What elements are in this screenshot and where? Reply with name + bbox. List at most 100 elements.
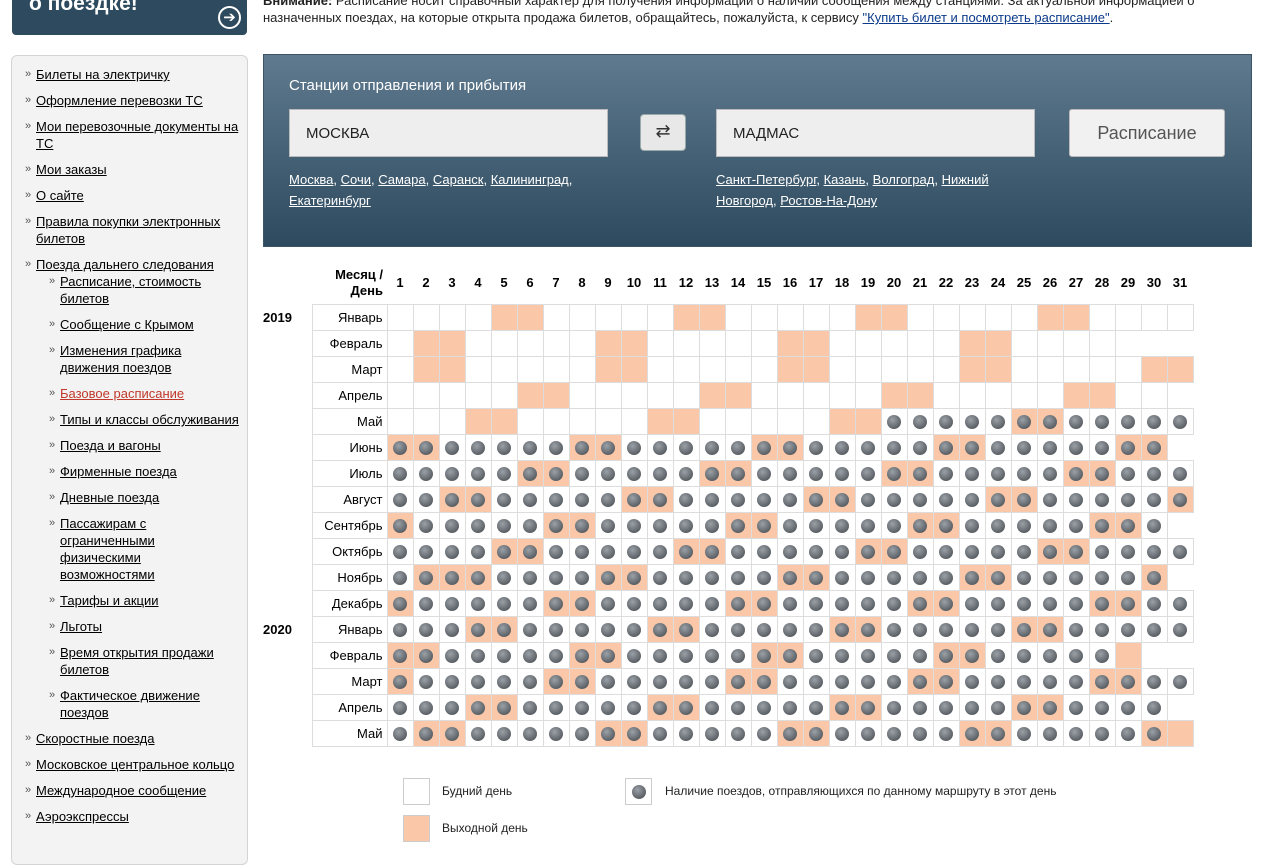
train-dot-icon [757, 518, 771, 533]
train-dot-icon [705, 570, 719, 585]
sidebar-link[interactable]: Международное сообщение [36, 783, 207, 798]
weekday-day-cell [438, 667, 466, 695]
weekday-day-cell [698, 329, 726, 357]
day-number-header: 19 [860, 275, 876, 291]
train-dot-icon [1017, 700, 1031, 715]
train-dot-icon [627, 570, 641, 585]
sidebar-link[interactable]: Пассажирам с ограниченными физическими в… [60, 516, 155, 582]
weekend-day-cell [594, 563, 622, 591]
sidebar-link[interactable]: Тарифы и акции [60, 593, 159, 608]
train-dot-icon [679, 726, 693, 741]
weekend-day-cell [698, 303, 726, 331]
sidebar-link[interactable]: Билеты на электричку [36, 67, 170, 82]
weekend-day-cell [984, 563, 1012, 591]
weekday-day-cell [984, 589, 1012, 617]
weekday-day-cell [1140, 537, 1168, 565]
train-dot-icon [393, 622, 407, 637]
sidebar-link[interactable]: Мои перевозочные документы на ТС [36, 119, 239, 151]
sidebar-link[interactable]: Мои заказы [36, 162, 107, 177]
quick-station-link[interactable]: Санкт-Петербург [716, 172, 817, 187]
weekday-day-cell [490, 563, 518, 591]
weekday-day-cell [594, 303, 622, 331]
weekend-day-cell [906, 459, 934, 487]
weekend-day-cell [386, 667, 414, 695]
sidebar-link[interactable]: Поезда и вагоны [60, 438, 161, 453]
schedule-button[interactable]: Расписание [1069, 109, 1225, 157]
sidebar-link[interactable]: Базовое расписание [60, 386, 185, 401]
weekday-day-cell [776, 667, 804, 695]
quick-station-link[interactable]: Москва [289, 172, 334, 187]
sidebar-link[interactable]: Фирменные поезда [60, 464, 177, 479]
weekday-day-cell [568, 615, 596, 643]
weekday-day-cell [906, 329, 934, 357]
weekday-day-cell [542, 303, 570, 331]
weekend-day-cell [958, 719, 986, 747]
sidebar-link[interactable]: Дневные поезда [60, 490, 160, 505]
train-dot-icon [705, 700, 719, 715]
train-dot-icon [1017, 440, 1031, 455]
train-dot-icon [1121, 622, 1135, 637]
buy-ticket-link[interactable]: "Купить билет и посмотреть расписание" [862, 10, 1110, 25]
train-dot-icon [731, 544, 745, 559]
sidebar-link[interactable]: Типы и классы обслуживания [60, 412, 239, 427]
train-dot-icon [1095, 570, 1109, 585]
weekday-day-cell [1062, 355, 1090, 383]
weekday-day-cell [1088, 407, 1116, 435]
train-dot-icon [393, 466, 407, 481]
weekend-day-cell [750, 589, 778, 617]
quick-station-link[interactable]: Нижний Новгород [716, 172, 989, 208]
sidebar-link[interactable]: Оформление перевозки ТС [36, 93, 203, 108]
weekend-day-cell [724, 511, 752, 539]
weekday-day-cell [1114, 563, 1142, 591]
train-dot-icon [601, 726, 615, 741]
sidebar-link[interactable]: Расписание, стоимость билетов [60, 274, 202, 306]
quick-station-link[interactable]: Казань [823, 172, 866, 187]
sidebar-link[interactable]: О сайте [36, 188, 84, 203]
quick-station-link[interactable]: Волгоград [872, 172, 935, 187]
sidebar-link[interactable]: Фактическое движение поездов [60, 688, 200, 720]
train-dot-icon [523, 596, 537, 611]
quick-station-link[interactable]: Самара [378, 172, 426, 187]
train-dot-icon [731, 622, 745, 637]
weekend-day-cell [386, 641, 414, 669]
sidebar-link[interactable]: Московское центральное кольцо [36, 757, 235, 772]
quick-station-link[interactable]: Сочи [340, 172, 371, 187]
train-dot-icon [419, 596, 433, 611]
quick-station-link[interactable]: Екатеринбург [289, 193, 371, 208]
weekend-day-cell [412, 719, 440, 747]
arrow-right-icon[interactable]: ➔ [218, 6, 241, 29]
weekday-day-cell [776, 693, 804, 721]
quick-station-link[interactable]: Ростов-На-Дону [780, 193, 878, 208]
swap-stations-button[interactable]: ⇄ [640, 114, 686, 151]
weekday-day-cell [932, 329, 960, 357]
sidebar-link[interactable]: Изменения графика движения поездов [60, 343, 182, 375]
sidebar-link[interactable]: Поезда дальнего следования [36, 257, 214, 272]
sidebar-link[interactable]: Аэроэкспрессы [36, 809, 129, 824]
weekday-day-cell [620, 303, 648, 331]
weekday-day-cell [620, 459, 648, 487]
sidebar-link[interactable]: Сообщение с Крымом [60, 317, 194, 332]
train-dot-icon [913, 700, 927, 715]
weekend-day-cell [568, 589, 596, 617]
weekday-day-cell [880, 693, 908, 721]
weekday-day-cell [542, 693, 570, 721]
departure-station-input[interactable] [289, 109, 608, 157]
train-dot-icon [939, 440, 953, 455]
weekday-day-cell [854, 563, 882, 591]
header-banner[interactable]: о поездке! ➔ [12, 0, 247, 35]
sidebar-link[interactable]: Льготы [60, 619, 103, 634]
weekday-day-cell [646, 563, 674, 591]
train-dot-icon [601, 492, 615, 507]
train-dot-icon [523, 674, 537, 689]
train-dot-icon [1017, 466, 1031, 481]
weekday-day-cell [464, 459, 492, 487]
train-dot-icon [1173, 674, 1187, 689]
arrival-station-input[interactable] [716, 109, 1035, 157]
sidebar-link[interactable]: Скоростные поезда [36, 731, 155, 746]
train-dot-icon [939, 544, 953, 559]
sidebar-link[interactable]: Правила покупки электронных билетов [36, 214, 221, 246]
quick-station-link[interactable]: Калининград [490, 172, 569, 187]
quick-station-link[interactable]: Саранск [432, 172, 484, 187]
sidebar-link[interactable]: Время открытия продажи билетов [60, 645, 214, 677]
train-dot-icon [757, 674, 771, 689]
